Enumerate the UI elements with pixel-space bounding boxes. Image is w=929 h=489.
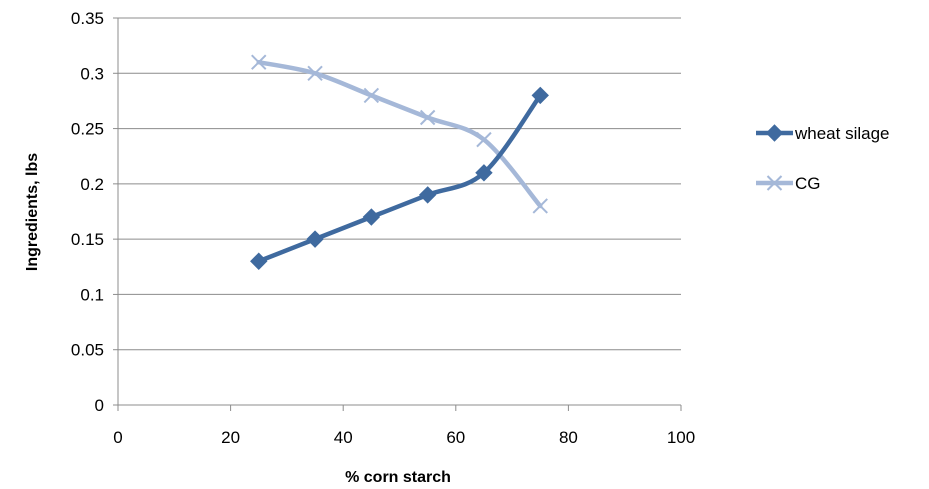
x-tick-labels: 0 20 40 60 80 100 bbox=[113, 428, 695, 447]
series-line-cg bbox=[256, 59, 543, 209]
legend: wheat silage CG bbox=[756, 124, 890, 193]
y-tick-label: 0.1 bbox=[80, 285, 104, 304]
y-tick-labels: 0 0.05 0.1 0.15 0.2 0.25 0.3 0.35 bbox=[71, 9, 104, 415]
data-point-cg bbox=[251, 54, 267, 70]
x-tick-label: 60 bbox=[446, 428, 465, 447]
x-tick-label: 40 bbox=[334, 428, 353, 447]
data-point-cg bbox=[532, 198, 548, 214]
gridlines bbox=[118, 17, 681, 351]
data-point-cg bbox=[307, 65, 323, 81]
legend-item-wheat-silage: wheat silage bbox=[756, 124, 890, 143]
legend-marker bbox=[765, 124, 784, 142]
legend-marker bbox=[766, 175, 783, 191]
legend-label: CG bbox=[795, 174, 821, 193]
x-tick-label: 20 bbox=[221, 428, 240, 447]
data-point-cg bbox=[363, 87, 380, 104]
legend-item-cg: CG bbox=[756, 174, 821, 193]
data-point-wheat-silage bbox=[250, 252, 268, 270]
y-tick-label: 0 bbox=[95, 396, 104, 415]
legend-label: wheat silage bbox=[794, 124, 890, 143]
x-tick-label: 80 bbox=[559, 428, 578, 447]
y-tick-label: 0.3 bbox=[80, 64, 104, 83]
data-point-wheat-silage bbox=[475, 164, 493, 182]
data-point-cg bbox=[419, 109, 436, 126]
data-point-wheat-silage bbox=[418, 186, 437, 204]
data-point-cg bbox=[476, 131, 492, 148]
y-tick-label: 0.05 bbox=[71, 341, 104, 360]
series-line-wheat-silage bbox=[256, 93, 543, 264]
y-axis-title: Ingredients, lbs bbox=[24, 153, 41, 271]
axes bbox=[113, 17, 682, 411]
series-lines bbox=[256, 59, 543, 264]
data-point-wheat-silage bbox=[531, 86, 549, 105]
y-tick-label: 0.35 bbox=[71, 9, 104, 28]
y-tick-label: 0.25 bbox=[71, 120, 104, 139]
data-point-wheat-silage bbox=[306, 230, 324, 248]
x-tick-label: 100 bbox=[667, 428, 695, 447]
y-tick-label: 0.15 bbox=[71, 230, 104, 249]
y-tick-label: 0.2 bbox=[80, 175, 104, 194]
data-point-wheat-silage bbox=[362, 208, 381, 226]
x-axis-title: % corn starch bbox=[345, 469, 451, 486]
series-markers bbox=[250, 54, 549, 270]
x-tick-label: 0 bbox=[113, 428, 122, 447]
